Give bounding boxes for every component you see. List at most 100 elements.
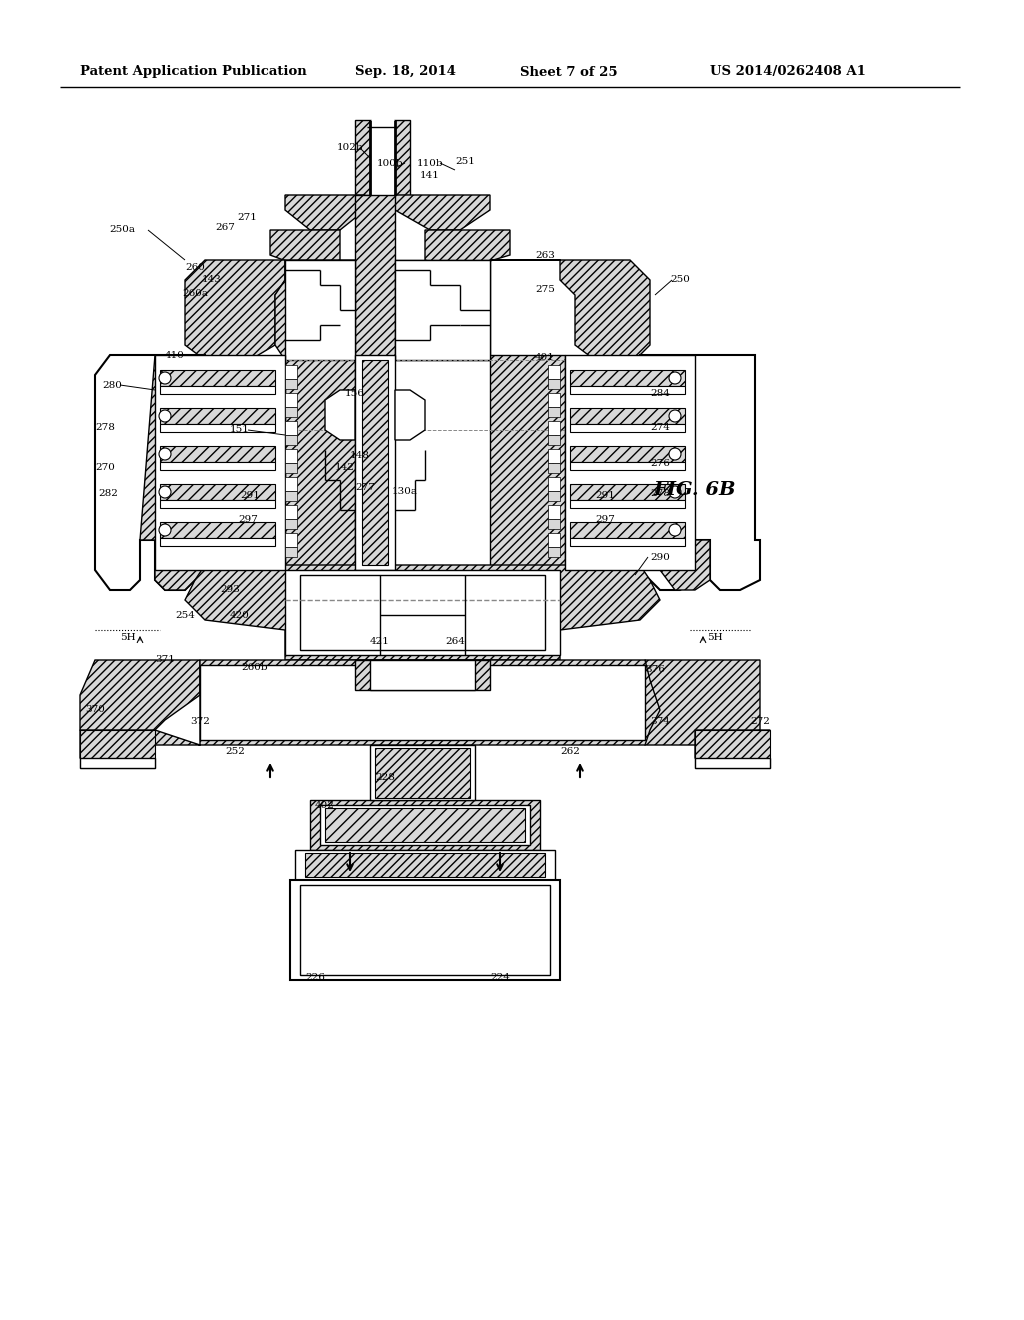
Bar [355, 660, 490, 690]
Text: 374: 374 [650, 718, 670, 726]
Bar [160, 484, 275, 500]
Bar [570, 385, 685, 393]
Polygon shape [185, 260, 285, 360]
Bar [285, 463, 297, 473]
Text: 421: 421 [370, 638, 390, 647]
Bar [160, 539, 275, 546]
Bar [548, 463, 560, 473]
Text: 110b: 110b [417, 158, 443, 168]
Text: 5H: 5H [120, 634, 136, 643]
Circle shape [669, 447, 681, 459]
Text: 141: 141 [420, 170, 440, 180]
Text: 278: 278 [95, 424, 115, 433]
Bar [548, 393, 560, 407]
Bar [319, 805, 530, 845]
Text: 284: 284 [650, 388, 670, 397]
Text: 250: 250 [670, 276, 690, 285]
Text: 5H: 5H [708, 634, 723, 643]
Bar [285, 519, 297, 529]
Text: 297: 297 [595, 516, 615, 524]
Bar [285, 506, 297, 519]
Bar [548, 366, 560, 379]
Text: 271: 271 [238, 214, 257, 223]
Polygon shape [395, 389, 425, 440]
Text: 401: 401 [536, 354, 555, 363]
Text: 275: 275 [536, 285, 555, 294]
Bar [565, 355, 695, 570]
Bar [80, 730, 155, 768]
Bar [285, 421, 297, 436]
Bar [548, 491, 560, 502]
Bar [80, 758, 155, 768]
Polygon shape [630, 660, 760, 744]
Text: 142: 142 [335, 463, 355, 473]
Bar [570, 408, 685, 424]
Bar [285, 366, 297, 379]
Bar [548, 546, 560, 557]
Bar [285, 260, 355, 360]
Circle shape [669, 411, 681, 422]
Bar [548, 506, 560, 519]
Circle shape [669, 524, 681, 536]
Text: 151: 151 [230, 425, 250, 434]
Polygon shape [640, 355, 710, 590]
Bar [548, 519, 560, 529]
Bar [300, 576, 545, 649]
Bar [695, 758, 770, 768]
Polygon shape [155, 660, 660, 744]
Text: 272: 272 [750, 718, 770, 726]
Bar [325, 808, 525, 842]
Text: 270: 270 [95, 463, 115, 473]
Text: 267: 267 [215, 223, 234, 232]
Bar [570, 521, 685, 539]
Bar [285, 477, 297, 491]
Text: 148: 148 [350, 450, 370, 459]
Bar [695, 730, 770, 768]
Bar [285, 393, 297, 407]
Bar [371, 120, 395, 420]
Text: Patent Application Publication: Patent Application Publication [80, 66, 307, 78]
Circle shape [159, 411, 171, 422]
Text: 252: 252 [225, 747, 245, 756]
Bar [548, 449, 560, 463]
Bar [200, 665, 645, 741]
Bar [570, 539, 685, 546]
Text: 372: 372 [190, 718, 210, 726]
Bar [285, 533, 297, 546]
Bar [285, 491, 297, 502]
Text: 156: 156 [345, 388, 365, 397]
Circle shape [159, 447, 171, 459]
Bar [490, 355, 565, 570]
Text: 278: 278 [650, 488, 670, 498]
Bar [570, 484, 685, 500]
Bar [285, 436, 297, 445]
Circle shape [669, 486, 681, 498]
Bar [310, 800, 540, 850]
Text: 250a: 250a [109, 226, 135, 235]
Bar [290, 880, 560, 979]
Bar [355, 120, 371, 195]
Text: 264: 264 [445, 638, 465, 647]
Polygon shape [80, 730, 155, 768]
Bar [285, 379, 297, 389]
Polygon shape [80, 660, 200, 744]
Bar [375, 748, 470, 799]
Text: 262: 262 [560, 747, 580, 756]
Bar [570, 462, 685, 470]
Text: 130a: 130a [392, 487, 418, 496]
Bar [570, 370, 685, 385]
Bar [285, 546, 297, 557]
Text: Sheet 7 of 25: Sheet 7 of 25 [520, 66, 617, 78]
Bar [395, 260, 490, 360]
Text: 263: 263 [536, 252, 555, 260]
Polygon shape [270, 230, 340, 271]
Polygon shape [395, 260, 490, 360]
Text: 280: 280 [102, 380, 122, 389]
Text: Sep. 18, 2014: Sep. 18, 2014 [355, 66, 456, 78]
Bar [548, 379, 560, 389]
Bar [548, 533, 560, 546]
Polygon shape [325, 389, 355, 440]
Bar [285, 570, 560, 655]
Bar [548, 421, 560, 436]
Text: 291: 291 [595, 491, 615, 499]
